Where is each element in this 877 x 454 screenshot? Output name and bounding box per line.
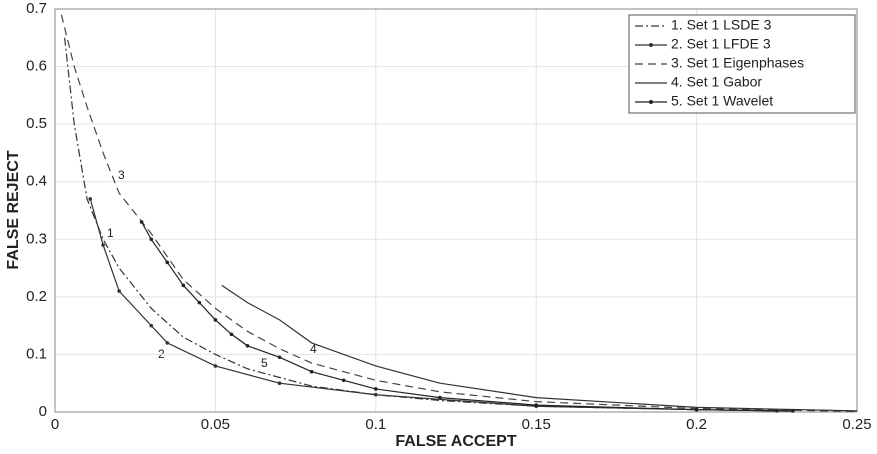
annotation: 5 [261, 356, 268, 370]
legend-label: 1. Set 1 LSDE 3 [671, 17, 772, 33]
y-tick-label: 0.6 [26, 58, 47, 75]
point [213, 364, 218, 368]
annotation: 1 [107, 226, 114, 240]
legend-marker [649, 43, 653, 47]
point [341, 378, 346, 383]
point [117, 289, 121, 293]
point [165, 260, 170, 265]
x-tick-label: 0 [51, 416, 59, 433]
legend-label: 5. Set 1 Wavelet [671, 93, 773, 109]
point [277, 355, 282, 360]
legend-label: 4. Set 1 Gabor [671, 74, 762, 90]
series-line [64, 37, 793, 412]
point [165, 341, 170, 345]
series-line [221, 284, 858, 412]
point [694, 407, 699, 412]
series-line [141, 221, 793, 412]
y-tick-label: 0.7 [26, 0, 47, 17]
point [438, 395, 442, 400]
y-tick-label: 0.3 [26, 230, 47, 247]
series-line [60, 14, 858, 413]
point [374, 392, 378, 397]
annotation: 4 [310, 342, 317, 356]
point [791, 409, 795, 413]
legend-label: 3. Set 1 Eigenphases [671, 55, 804, 71]
y-axis-title: FALSE REJECT [5, 150, 22, 269]
x-tick-label: 0.15 [522, 416, 551, 433]
plot-frame [54, 8, 858, 413]
x-tick-label: 0.2 [686, 416, 707, 433]
point [277, 381, 282, 386]
x-axis-title: FALSE ACCEPT [395, 433, 516, 450]
series-line [89, 198, 777, 412]
x-tick-label: 0.25 [842, 416, 871, 433]
y-tick-label: 0.1 [26, 345, 47, 362]
point [213, 318, 218, 322]
point [139, 220, 144, 224]
point [374, 387, 378, 391]
legend-label: 2. Set 1 LFDE 3 [671, 36, 771, 52]
y-tick-label: 0 [39, 403, 47, 420]
point [101, 243, 105, 247]
point [534, 403, 538, 407]
y-tick-label: 0.5 [26, 115, 47, 132]
point [149, 237, 154, 242]
point [229, 332, 234, 337]
x-tick-label: 0.1 [365, 416, 386, 433]
x-tick-label: 0.05 [201, 416, 230, 433]
point [309, 369, 314, 374]
y-tick-label: 0.2 [26, 288, 47, 305]
legend-marker [649, 100, 653, 104]
point [149, 323, 154, 328]
point [245, 343, 250, 348]
annotation: 3 [118, 168, 125, 182]
point [181, 283, 186, 288]
point [88, 197, 93, 201]
point [197, 300, 202, 305]
y-tick-label: 0.4 [26, 173, 47, 190]
